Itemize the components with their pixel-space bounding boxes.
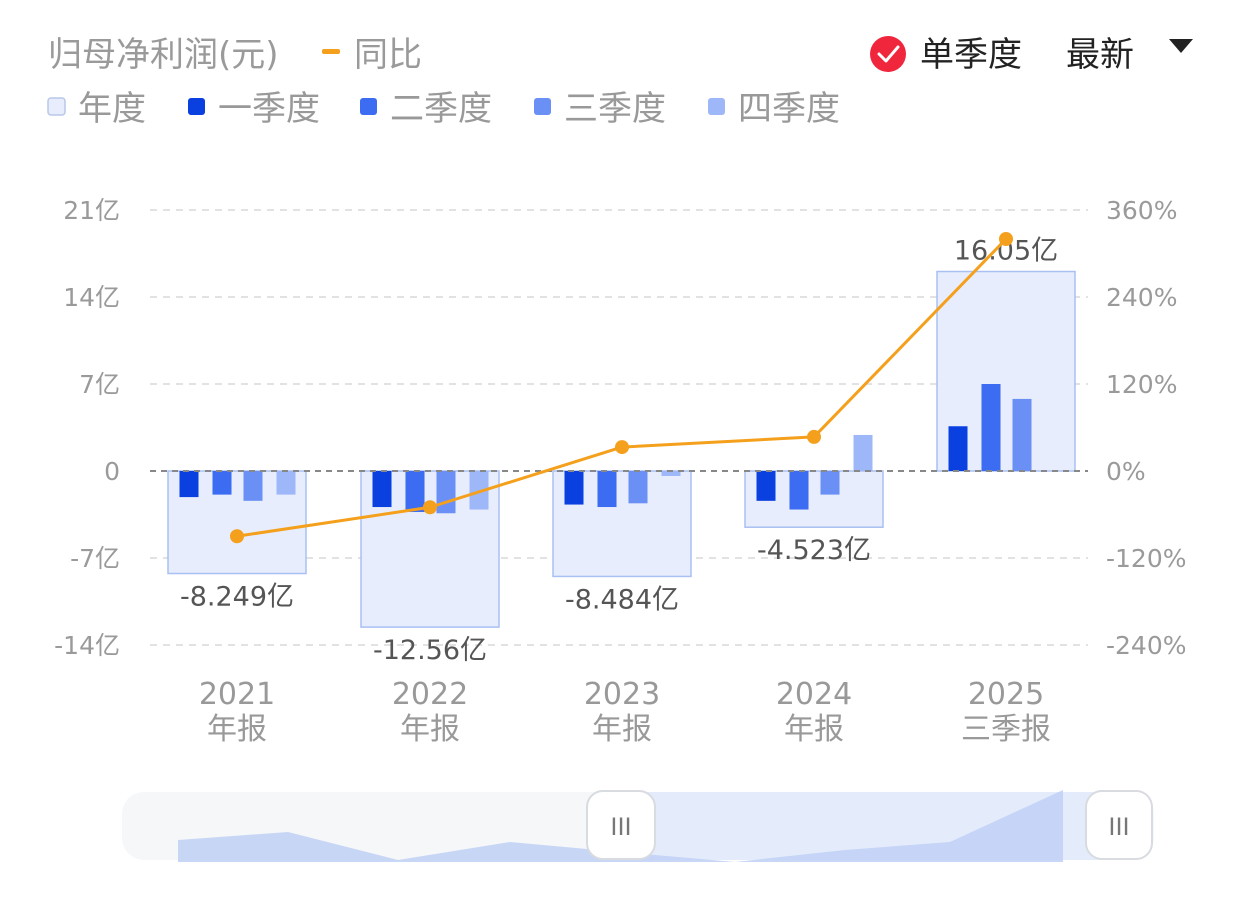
data-label: -8.249亿 — [180, 582, 294, 613]
scroller-preview-area — [178, 790, 1063, 862]
checkmark-icon — [877, 45, 900, 63]
legend: 年度 一季度 二季度 三季度 四季度 — [47, 89, 840, 129]
legend-swatch[interactable] — [360, 98, 377, 115]
quarter-bar[interactable] — [1012, 398, 1032, 471]
legend-swatch[interactable] — [47, 97, 66, 116]
quarter-bar[interactable] — [276, 471, 296, 495]
single-quarter-label[interactable]: 单季度 — [920, 35, 1022, 75]
y-axis-left: 21亿 14亿 7亿 0 -7亿 -14亿 — [54, 196, 120, 660]
legend-label[interactable]: 一季度 — [218, 89, 320, 129]
legend-swatch[interactable] — [534, 98, 551, 115]
x-tick-label: 2022 — [392, 677, 468, 712]
y-tick-label: 7亿 — [79, 370, 120, 399]
quarter-bar[interactable] — [469, 471, 489, 510]
y-tick-label: 0 — [104, 457, 120, 486]
quarter-bar[interactable] — [405, 471, 425, 513]
yoy-point[interactable] — [230, 529, 244, 544]
y2-tick-label: -240% — [1106, 631, 1187, 660]
quarter-bar[interactable] — [372, 471, 392, 508]
x-tick-label: 年报 — [400, 712, 460, 747]
y-tick-label: 14亿 — [63, 283, 120, 312]
y2-tick-label: 360% — [1106, 196, 1177, 225]
quarter-bar[interactable] — [436, 471, 456, 514]
yoy-point[interactable] — [615, 440, 629, 455]
quarter-bar[interactable] — [179, 471, 199, 498]
scroller-handle-right[interactable]: III — [1085, 790, 1153, 860]
yoy-point[interactable] — [999, 232, 1013, 246]
quarter-bars — [179, 384, 1032, 514]
sort-dropdown[interactable]: 最新 — [1066, 35, 1193, 75]
range-scroller[interactable]: III III — [122, 790, 1154, 862]
legend-label[interactable]: 四季度 — [738, 89, 840, 129]
chart-title: 归母净利润(元) — [48, 35, 279, 75]
x-tick-label: 2024 — [776, 677, 852, 712]
check-circle-icon[interactable] — [870, 36, 906, 72]
sort-label[interactable]: 最新 — [1066, 35, 1134, 75]
yoy-legend-label[interactable]: 同比 — [354, 35, 422, 75]
x-tick-label: 2021 — [199, 677, 275, 712]
yoy-line-series — [230, 232, 1013, 544]
x-tick-label: 2025 — [968, 677, 1044, 712]
data-label: -4.523亿 — [757, 535, 871, 566]
data-label: -12.56亿 — [373, 635, 487, 666]
quarter-bar[interactable] — [597, 471, 617, 508]
legend-swatch[interactable] — [708, 98, 725, 115]
grip-lines-icon: III — [1108, 813, 1129, 841]
scroller-handle-left[interactable]: III — [586, 790, 656, 860]
quarter-bar[interactable] — [661, 471, 681, 476]
quarter-bar[interactable] — [756, 471, 776, 501]
quarter-bar[interactable] — [981, 384, 1001, 471]
quarter-bar[interactable] — [243, 471, 263, 501]
y-tick-label: -7亿 — [70, 544, 120, 573]
grip-lines-icon: III — [610, 813, 631, 841]
legend-label[interactable]: 三季度 — [564, 89, 666, 129]
y2-tick-label: 0% — [1106, 457, 1146, 486]
dropdown-triangle-icon[interactable] — [1169, 39, 1193, 53]
y-tick-label: 21亿 — [63, 196, 120, 225]
data-label: -8.484亿 — [565, 584, 679, 615]
x-tick-label: 年报 — [592, 712, 652, 747]
quarter-bar[interactable] — [789, 471, 809, 510]
y2-tick-label: 120% — [1106, 370, 1177, 399]
legend-label[interactable]: 年度 — [78, 89, 146, 129]
quarter-bar[interactable] — [853, 434, 873, 471]
x-tick-label: 2023 — [584, 677, 660, 712]
legend-label[interactable]: 二季度 — [390, 89, 492, 129]
y-tick-label: -14亿 — [54, 631, 120, 660]
yoy-point[interactable] — [423, 500, 437, 515]
single-quarter-toggle[interactable]: 单季度 — [870, 35, 1022, 75]
y2-tick-label: 240% — [1106, 283, 1177, 312]
x-tick-label: 年报 — [207, 712, 267, 747]
quarter-bar[interactable] — [948, 426, 968, 471]
yoy-legend-line — [322, 49, 340, 54]
x-tick-label: 年报 — [784, 712, 844, 747]
legend-swatch[interactable] — [188, 98, 205, 115]
quarter-bar[interactable] — [820, 471, 840, 495]
quarter-bar[interactable] — [564, 471, 584, 505]
yoy-point[interactable] — [807, 429, 821, 444]
y2-tick-label: -120% — [1106, 544, 1187, 573]
quarter-bar[interactable] — [628, 471, 648, 504]
y-axis-right: 360% 240% 120% 0% -120% -240% — [1106, 196, 1187, 660]
x-tick-label: 三季报 — [961, 712, 1051, 747]
quarter-bar[interactable] — [212, 471, 232, 495]
